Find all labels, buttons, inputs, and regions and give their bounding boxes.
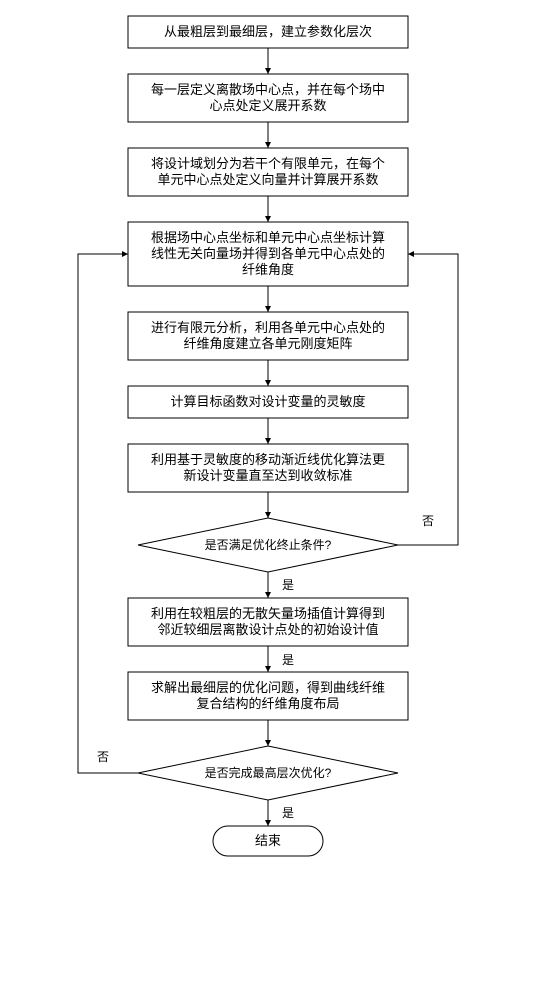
svg-text:利用基于灵敏度的移动渐近线优化算法更: 利用基于灵敏度的移动渐近线优化算法更	[151, 452, 385, 467]
svg-text:利用在较粗层的无散矢量场插值计算得到: 利用在较粗层的无散矢量场插值计算得到	[151, 606, 385, 621]
svg-text:是否满足优化终止条件?: 是否满足优化终止条件?	[205, 537, 332, 552]
svg-text:将设计域划分为若干个有限单元，在每个: 将设计域划分为若干个有限单元，在每个	[151, 156, 385, 171]
svg-text:从最粗层到最细层，建立参数化层次: 从最粗层到最细层，建立参数化层次	[164, 24, 372, 39]
svg-text:邻近较细层离散设计点处的初始设计值: 邻近较细层离散设计点处的初始设计值	[157, 622, 378, 637]
svg-text:新设计变量直至达到收敛标准: 新设计变量直至达到收敛标准	[183, 468, 352, 483]
svg-text:纤维角度建立各单元刚度矩阵: 纤维角度建立各单元刚度矩阵	[183, 336, 352, 351]
svg-text:纤维角度: 纤维角度	[242, 262, 294, 277]
svg-text:计算目标函数对设计变量的灵敏度: 计算目标函数对设计变量的灵敏度	[170, 394, 365, 409]
svg-text:求解出最细层的优化问题，得到曲线纤维: 求解出最细层的优化问题，得到曲线纤维	[151, 680, 385, 695]
svg-text:根据场中心点坐标和单元中心点坐标计算: 根据场中心点坐标和单元中心点坐标计算	[151, 230, 385, 245]
svg-text:单元中心点处定义向量并计算展开系数: 单元中心点处定义向量并计算展开系数	[157, 172, 378, 187]
svg-text:进行有限元分析，利用各单元中心点处的: 进行有限元分析，利用各单元中心点处的	[151, 320, 385, 335]
edge-label-yes: 是	[282, 653, 294, 667]
svg-text:线性无关向量场并得到各单元中心点处的: 线性无关向量场并得到各单元中心点处的	[151, 246, 385, 261]
edge-label-no: 否	[422, 514, 434, 528]
svg-text:心点处定义展开系数: 心点处定义展开系数	[209, 98, 326, 113]
svg-text:是否完成最高层次优化?: 是否完成最高层次优化?	[205, 765, 332, 780]
edge-label-yes: 是	[282, 806, 294, 820]
edge-label-no: 否	[97, 750, 109, 764]
edge-label-yes: 是	[282, 578, 294, 592]
svg-text:复合结构的纤维角度布局: 复合结构的纤维角度布局	[196, 696, 339, 711]
svg-text:结束: 结束	[255, 833, 281, 848]
svg-text:每一层定义离散场中心点，并在每个场中: 每一层定义离散场中心点，并在每个场中	[151, 82, 385, 97]
